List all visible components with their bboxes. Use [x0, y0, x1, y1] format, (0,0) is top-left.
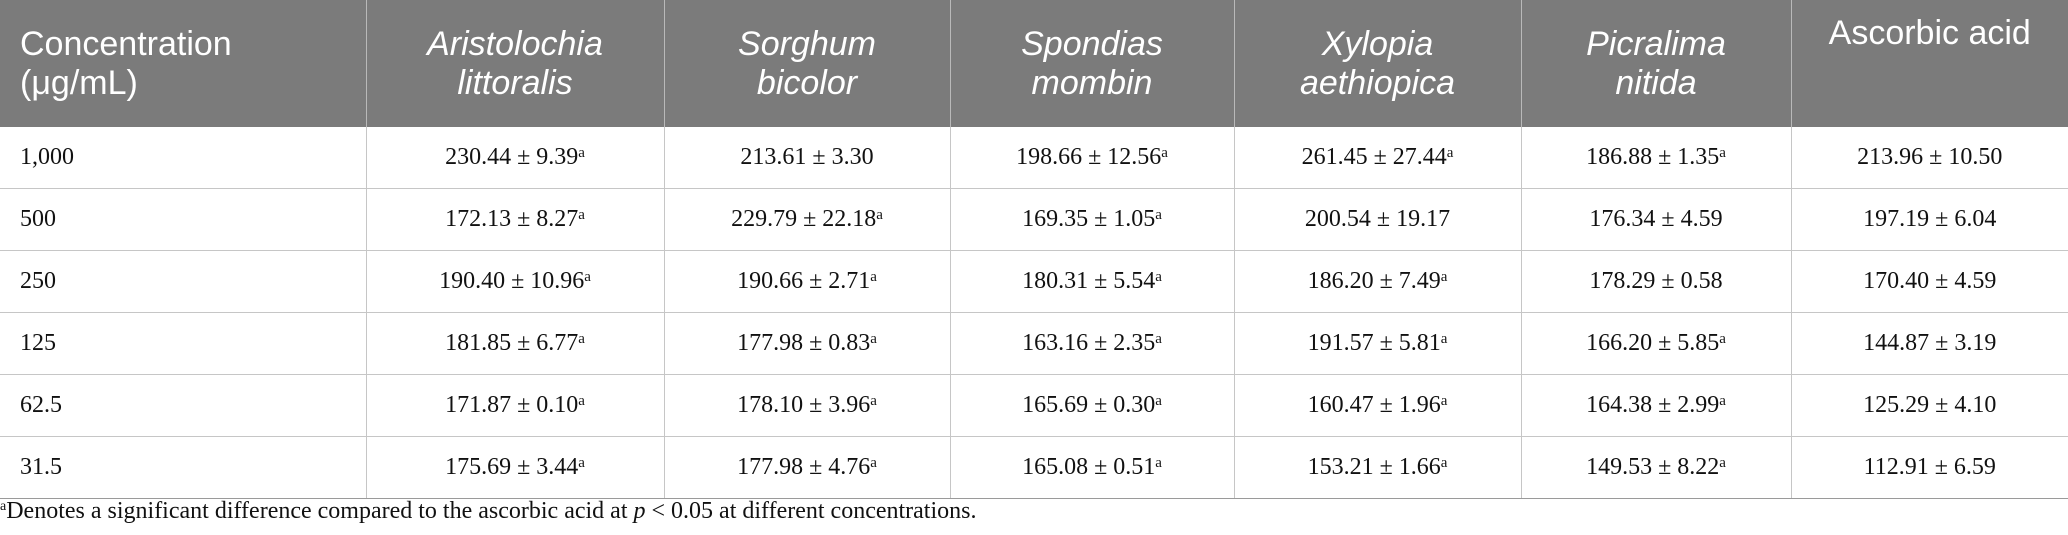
- footnote-text-after: < 0.05 at different concentrations.: [645, 498, 977, 524]
- footnote-mark: a: [0, 499, 7, 514]
- table-footnote: aDenotes a significant difference compar…: [0, 498, 976, 525]
- table-cell: 164.38 ± 2.99a: [1520, 374, 1791, 437]
- antioxidant-table: Concentration (μg/mL) Aristolochia littora…: [0, 0, 2068, 499]
- table-cell: 230.44 ± 9.39a: [365, 127, 664, 189]
- table-cell: 213.61 ± 3.30: [663, 127, 950, 189]
- header-ascorbic-acid: Ascorbic acid: [1790, 0, 2068, 127]
- table-cell: 178.10 ± 3.96a: [663, 374, 950, 437]
- table-cell: 112.91 ± 6.59: [1790, 436, 2068, 499]
- table-cell: 175.69 ± 3.44a: [365, 436, 664, 499]
- table-cell: 172.13 ± 8.27a: [365, 188, 664, 251]
- table-row: 250 190.40 ± 10.96a 190.66 ± 2.71a 180.3…: [0, 250, 2068, 313]
- table-cell: 166.20 ± 5.85a: [1520, 312, 1791, 375]
- table-cell: 213.96 ± 10.50: [1790, 127, 2068, 189]
- table-row: 31.5 175.69 ± 3.44a 177.98 ± 4.76a 165.0…: [0, 436, 2068, 499]
- table-cell: 198.66 ± 12.56a: [949, 127, 1234, 189]
- table-cell: 186.20 ± 7.49a: [1233, 250, 1521, 313]
- table-cell: 169.35 ± 1.05a: [949, 188, 1234, 251]
- table-cell: 165.08 ± 0.51a: [949, 436, 1234, 499]
- data-table-container: Concentration (μg/mL) Aristolochia littora…: [0, 0, 2068, 499]
- header-picralima-nitida: Picralima nitida: [1520, 0, 1791, 127]
- table-body: 1,000 230.44 ± 9.39a 213.61 ± 3.30 198.6…: [0, 127, 2068, 499]
- table-cell: 125.29 ± 4.10: [1790, 374, 2068, 437]
- table-cell: 170.40 ± 4.59: [1790, 250, 2068, 313]
- table-row: 500 172.13 ± 8.27a 229.79 ± 22.18a 169.3…: [0, 188, 2068, 251]
- table-row: 62.5 171.87 ± 0.10a 178.10 ± 3.96a 165.6…: [0, 374, 2068, 437]
- table-cell: 160.47 ± 1.96a: [1233, 374, 1521, 437]
- table-header: Concentration (μg/mL) Aristolochia littora…: [0, 0, 2068, 127]
- table-cell: 176.34 ± 4.59: [1520, 188, 1791, 251]
- table-cell: 177.98 ± 0.83a: [663, 312, 950, 375]
- header-row: Concentration (μg/mL) Aristolochia littora…: [0, 0, 2068, 127]
- header-sorghum-bicolor: Sorghum bicolor: [663, 0, 950, 127]
- table-row: 1,000 230.44 ± 9.39a 213.61 ± 3.30 198.6…: [0, 127, 2068, 189]
- table-cell: 261.45 ± 27.44a: [1233, 127, 1521, 189]
- table-cell: 177.98 ± 4.76a: [663, 436, 950, 499]
- table-cell: 191.57 ± 5.81a: [1233, 312, 1521, 375]
- header-aristolochia-littoralis: Aristolochia littoralis: [365, 0, 664, 127]
- table-cell: 181.85 ± 6.77a: [365, 312, 664, 375]
- table-cell: 149.53 ± 8.22a: [1520, 436, 1791, 499]
- table-cell: 163.16 ± 2.35a: [949, 312, 1234, 375]
- table-cell: 200.54 ± 19.17: [1233, 188, 1521, 251]
- header-spondias-mombin: Spondias mombin: [949, 0, 1234, 127]
- table-cell: 190.66 ± 2.71a: [663, 250, 950, 313]
- table-cell: 180.31 ± 5.54a: [949, 250, 1234, 313]
- header-concentration: Concentration (μg/mL): [0, 0, 366, 127]
- table-cell: 144.87 ± 3.19: [1790, 312, 2068, 375]
- row-label-concentration: 500: [0, 188, 366, 251]
- table-cell: 229.79 ± 22.18a: [663, 188, 950, 251]
- footnote-text-before: Denotes a significant difference compare…: [6, 498, 634, 524]
- footnote-p-symbol: p: [633, 498, 646, 524]
- row-label-concentration: 1,000: [0, 127, 366, 189]
- row-label-concentration: 31.5: [0, 436, 366, 499]
- header-xylopia-aethiopica: Xylopia aethiopica: [1233, 0, 1521, 127]
- table-cell: 186.88 ± 1.35a: [1520, 127, 1791, 189]
- table-cell: 171.87 ± 0.10a: [365, 374, 664, 437]
- table-cell: 153.21 ± 1.66a: [1233, 436, 1521, 499]
- table-cell: 197.19 ± 6.04: [1790, 188, 2068, 251]
- row-label-concentration: 250: [0, 250, 366, 313]
- row-label-concentration: 62.5: [0, 374, 366, 437]
- table-row: 125 181.85 ± 6.77a 177.98 ± 0.83a 163.16…: [0, 312, 2068, 375]
- table-cell: 165.69 ± 0.30a: [949, 374, 1234, 437]
- table-cell: 178.29 ± 0.58: [1520, 250, 1791, 313]
- row-label-concentration: 125: [0, 312, 366, 375]
- table-cell: 190.40 ± 10.96a: [365, 250, 664, 313]
